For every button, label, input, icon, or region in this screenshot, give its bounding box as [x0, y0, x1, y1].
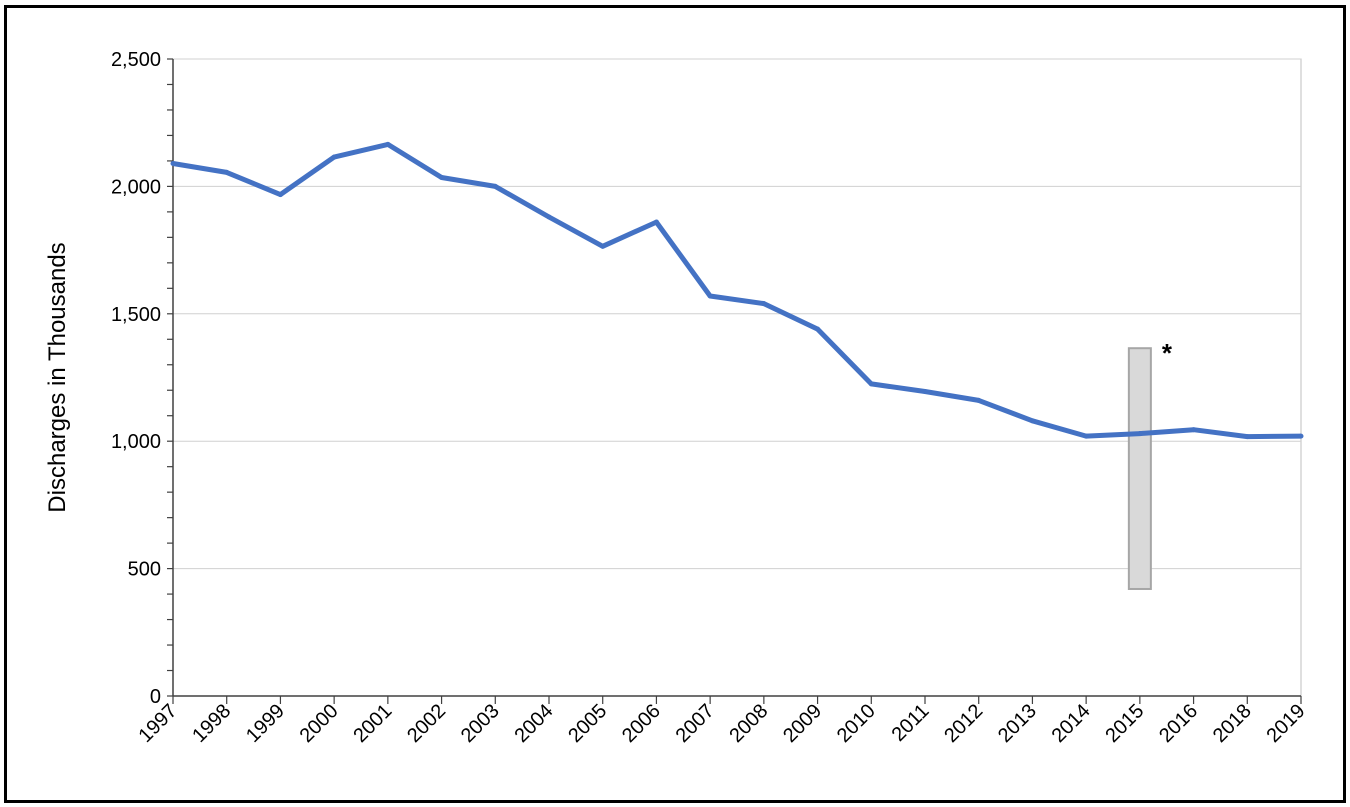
data-point: [385, 141, 391, 147]
x-tick-label: 2000: [296, 700, 343, 747]
data-point: [1244, 434, 1250, 440]
x-tick-label: 2009: [779, 700, 826, 747]
data-point: [1298, 433, 1304, 439]
x-tick-label: 1998: [188, 700, 235, 747]
data-point: [653, 219, 659, 225]
x-tick-label: 2016: [1155, 700, 1202, 747]
data-point: [1083, 433, 1089, 439]
annotation-box: [1127, 347, 1152, 590]
series-layer: [170, 141, 1304, 440]
data-point: [439, 174, 445, 180]
data-point: [868, 381, 874, 387]
chart-frame: 0 500 1,000 1,500 2,000 2,500 1997 1998 1999 2000…: [4, 5, 1346, 803]
data-point: [1137, 431, 1143, 437]
data-point: [492, 183, 498, 189]
x-tick-label: 2019: [1263, 700, 1310, 747]
x-tick-label: 2003: [457, 700, 504, 747]
x-tick-label: 2018: [1209, 700, 1256, 747]
x-tick-label: 2004: [511, 700, 558, 747]
data-point: [976, 397, 982, 403]
data-point: [331, 154, 337, 160]
x-tick-label: 2002: [403, 700, 450, 747]
data-point: [815, 326, 821, 332]
data-point: [546, 214, 552, 220]
y-axis-title: Discharges in Thousands: [44, 242, 71, 512]
x-tick-label: 2005: [564, 700, 611, 747]
annotation-marker: *: [1162, 338, 1173, 368]
data-point: [707, 293, 713, 299]
y-tick-label: 500: [128, 559, 161, 581]
x-tick-label: 2013: [994, 700, 1041, 747]
data-point: [1029, 418, 1035, 424]
x-tick-label: 2007: [672, 700, 719, 747]
x-tick-label: 2011: [888, 700, 934, 746]
series-line: [172, 141, 1302, 440]
annotation-box-layer: [1127, 347, 1152, 590]
x-tick-label: 2012: [940, 700, 987, 747]
y-tick-label: 1,000: [111, 431, 161, 453]
x-tick-label: 2001: [349, 700, 396, 747]
x-tick-label: 2008: [725, 700, 772, 747]
x-tick-label: 1997: [135, 700, 182, 747]
data-point: [761, 301, 767, 307]
x-tick-label: 2010: [833, 700, 880, 747]
x-tick-label: 2014: [1048, 700, 1095, 747]
data-point: [922, 389, 928, 395]
data-point: [1191, 427, 1197, 433]
x-tick-label: 2015: [1101, 700, 1148, 747]
line-chart: 0 500 1,000 1,500 2,000 2,500 1997 1998 1999 2000…: [44, 49, 1310, 747]
data-point: [600, 243, 606, 249]
y-tick-label: 0: [150, 686, 161, 708]
x-tick-label: 2006: [618, 700, 665, 747]
x-tick-label: 1999: [242, 700, 289, 747]
data-point: [277, 192, 283, 198]
y-tick-label: 2,000: [111, 176, 161, 198]
data-point: [170, 160, 176, 166]
data-point: [224, 169, 230, 175]
y-tick-label: 2,500: [111, 49, 161, 71]
y-tick-label: 1,500: [111, 304, 161, 326]
